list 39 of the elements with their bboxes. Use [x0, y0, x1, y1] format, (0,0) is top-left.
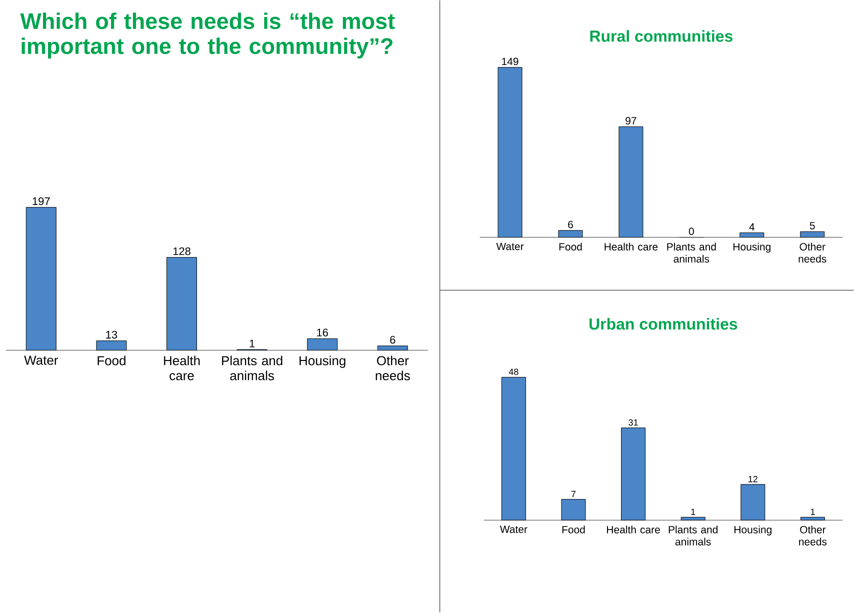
x-tick-label: Housing: [734, 243, 770, 253]
data-label: 97: [626, 117, 636, 125]
chart-title: Which of these needs is “the most important one to the community”?: [20, 12, 395, 59]
x-tick-label: Other needs: [798, 243, 826, 263]
x-tick-label: Other needs: [799, 526, 827, 546]
x-tick-label: Other needs: [376, 356, 410, 380]
data-label: 4: [749, 224, 754, 231]
data-label: 6: [568, 221, 573, 228]
data-label: 1: [810, 509, 815, 516]
data-label: 5: [810, 222, 815, 230]
data-label: 48: [508, 368, 518, 376]
data-label: 7: [571, 491, 576, 498]
x-tick-label: Health care: [607, 526, 660, 534]
data-label: 1: [250, 340, 255, 348]
x-tick-label: Plants and animals: [222, 356, 282, 380]
x-tick-label: Health care: [164, 356, 200, 380]
x-tick-label: Water: [496, 243, 524, 250]
x-tick-label: Water: [24, 356, 58, 366]
x-tick-label: Plants and animals: [668, 526, 718, 546]
chart-title: Rural communities: [590, 30, 732, 42]
x-tick-label: Health care: [604, 243, 658, 251]
x-tick-label: Water: [500, 526, 528, 534]
x-tick-label: Food: [559, 243, 582, 251]
data-label: 12: [748, 476, 758, 482]
data-label: 197: [32, 198, 50, 206]
x-tick-label: Food: [562, 526, 585, 534]
x-tick-label: Food: [98, 356, 126, 366]
data-label: 128: [173, 248, 190, 256]
x-tick-label: Housing: [734, 526, 772, 536]
data-label: 13: [106, 331, 118, 339]
x-tick-label: Plants and animals: [667, 243, 716, 263]
data-label: 1: [691, 509, 696, 516]
data-label: 6: [390, 336, 396, 344]
data-label: 16: [317, 328, 328, 337]
chart-title: Urban communities: [590, 318, 738, 330]
x-tick-label: Housing: [300, 356, 346, 368]
data-label: 31: [628, 420, 638, 426]
data-label: 0: [688, 228, 694, 236]
data-label: 149: [502, 58, 518, 66]
